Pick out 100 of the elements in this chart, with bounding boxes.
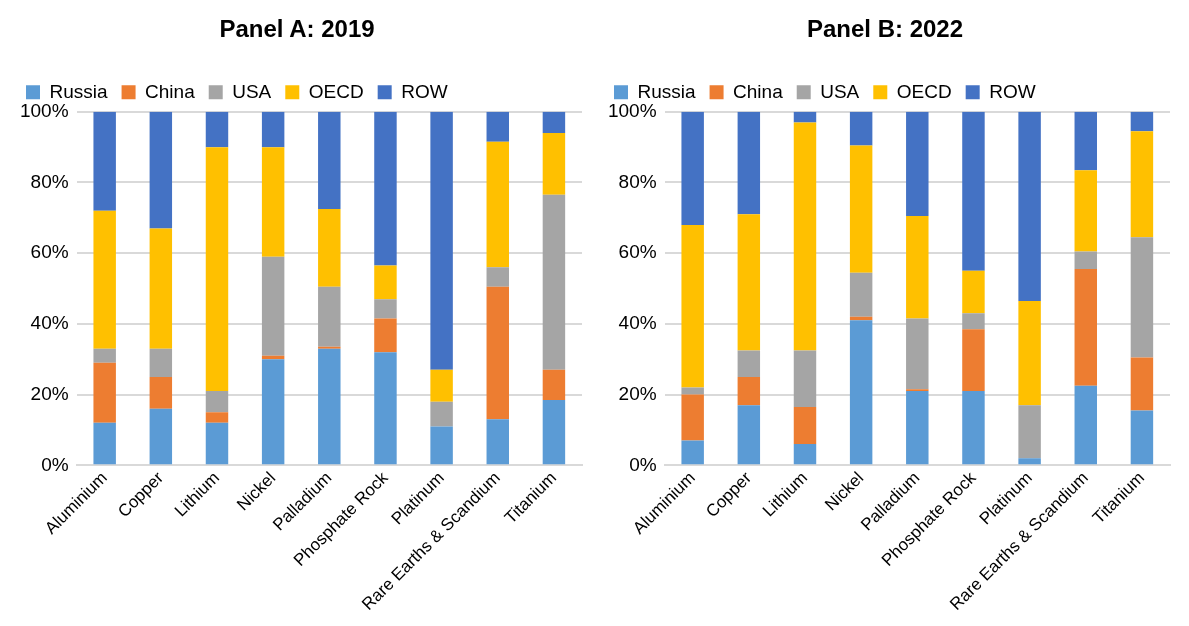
bar: [1130, 357, 1154, 411]
bar: [93, 422, 116, 465]
bar: [1018, 300, 1041, 406]
bar: [962, 270, 985, 314]
bar: [793, 122, 817, 351]
bar: [681, 394, 704, 441]
legend-label: OECD: [308, 80, 364, 102]
bar: [849, 272, 873, 317]
y-tick-label: 0%: [629, 453, 657, 475]
y-tick-label: 20%: [30, 382, 69, 404]
bar: [681, 224, 704, 388]
bar: [793, 444, 817, 465]
bar: [542, 194, 566, 370]
bar: [318, 209, 341, 287]
bar: [318, 348, 341, 465]
bar: [962, 111, 985, 271]
bar: [849, 145, 873, 273]
bar: [149, 376, 173, 409]
y-tick-label: 80%: [618, 170, 657, 192]
legend-label: Russia: [49, 80, 109, 102]
bar: [906, 216, 929, 319]
bar: [906, 111, 929, 217]
bar: [737, 214, 761, 351]
legend-label: ROW: [989, 80, 1036, 102]
bar: [737, 111, 761, 215]
bar: [793, 406, 817, 445]
bar: [430, 369, 453, 402]
legend-label: China: [733, 80, 784, 102]
bar: [261, 256, 285, 356]
bar: [849, 320, 873, 465]
y-tick-label: 80%: [30, 170, 69, 192]
bar: [149, 408, 173, 465]
y-tick-label: 60%: [30, 241, 69, 263]
y-tick-label: 60%: [618, 241, 657, 263]
bar: [737, 405, 761, 465]
bar: [542, 133, 566, 195]
bar: [1074, 385, 1097, 465]
bar: [849, 111, 873, 146]
bar: [149, 348, 173, 377]
legend-label: Russia: [637, 80, 697, 102]
y-tick-label: 100%: [19, 100, 69, 122]
bar: [149, 228, 173, 349]
bar: [430, 111, 453, 370]
bar: [486, 111, 509, 142]
bar: [793, 350, 817, 407]
bar: [1130, 410, 1154, 465]
bar: [681, 111, 704, 225]
bar: [1018, 111, 1041, 301]
bar: [542, 369, 566, 400]
bar: [374, 111, 397, 266]
bar: [486, 267, 509, 287]
bar: [318, 286, 341, 347]
bar: [1074, 251, 1097, 270]
bar: [486, 286, 509, 420]
bar: [205, 111, 229, 148]
bar: [374, 265, 397, 300]
bar: [681, 440, 704, 465]
y-tick-label: 20%: [618, 382, 657, 404]
bar: [1074, 111, 1097, 171]
bar: [205, 422, 229, 465]
bar: [542, 399, 566, 465]
bar: [542, 111, 566, 134]
bar: [318, 111, 341, 210]
bar: [374, 318, 397, 353]
bar: [962, 391, 985, 465]
bar: [205, 391, 229, 413]
bar: [486, 419, 509, 465]
bar: [793, 111, 817, 123]
bar: [737, 350, 761, 377]
legend-label: USA: [232, 80, 272, 102]
bar: [1074, 269, 1097, 386]
bar: [261, 359, 285, 465]
bar: [486, 141, 509, 268]
bar: [1018, 458, 1041, 465]
bar: [374, 352, 397, 465]
bar: [93, 348, 116, 363]
y-tick-label: 40%: [30, 312, 69, 334]
bar: [93, 362, 116, 423]
y-tick-label: 0%: [41, 453, 69, 475]
bar: [430, 426, 453, 465]
bar: [149, 111, 173, 229]
bar: [681, 387, 704, 395]
bar: [1130, 111, 1154, 132]
bar: [205, 412, 229, 423]
bar: [1018, 405, 1041, 459]
bar: [1074, 170, 1097, 252]
chart-title: Panel B: 2022: [806, 15, 964, 43]
bar: [261, 147, 285, 257]
legend-label: OECD: [896, 80, 952, 102]
legend-label: China: [145, 80, 196, 102]
bar: [737, 376, 761, 406]
bar: [906, 318, 929, 390]
bar: [1130, 237, 1154, 358]
chart-title: Panel A: 2019: [219, 15, 375, 43]
bar: [374, 299, 397, 319]
bar: [906, 391, 929, 465]
bar: [1130, 131, 1154, 238]
bar: [205, 147, 229, 392]
bar: [93, 111, 116, 211]
bar: [430, 401, 453, 427]
